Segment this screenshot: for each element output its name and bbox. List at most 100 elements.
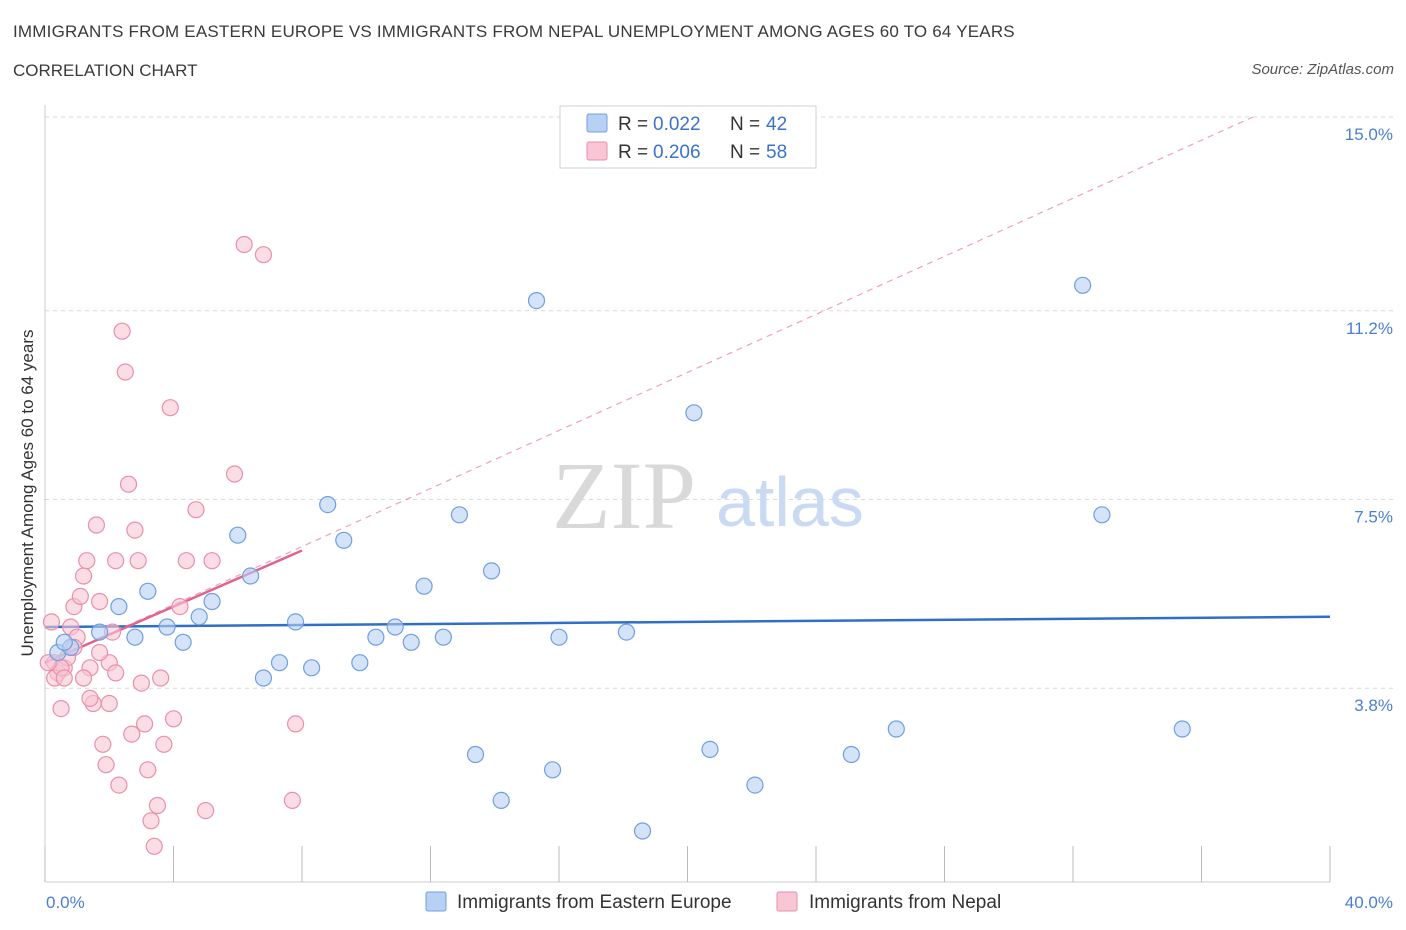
point-nepal-55 <box>107 664 125 682</box>
bottom-legend-swatch-nepal <box>776 891 798 912</box>
legend-n-value-1: 42 <box>766 114 787 135</box>
point-nepal-28 <box>132 674 150 692</box>
point-nepal-9 <box>71 587 89 606</box>
y-tick-label-0: 3.8% <box>1354 696 1393 715</box>
point-nepal-54 <box>100 694 118 713</box>
point-eastern-europe-27 <box>492 791 510 810</box>
legend-n-label-2: N = <box>730 142 760 163</box>
point-eastern-europe-6 <box>158 618 176 636</box>
point-nepal-52 <box>81 689 99 708</box>
point-nepal-33 <box>148 796 167 815</box>
y-tick-labels: 3.8% 7.5% 11.2% 15.0% <box>1345 125 1393 715</box>
point-eastern-europe-31 <box>617 623 636 641</box>
point-eastern-europe-32 <box>633 822 652 840</box>
data-points <box>39 235 1191 855</box>
point-nepal-22 <box>113 322 131 340</box>
stats-legend: R = 0.022 N = 42 R = 0.206 N = 58 <box>559 105 817 169</box>
legend-r-value-1: 0.022 <box>653 114 701 135</box>
point-eastern-europe-17 <box>335 531 353 549</box>
legend-swatch-eastern-europe <box>586 113 608 133</box>
point-eastern-europe-40 <box>1173 720 1191 738</box>
trend-lines <box>44 116 1331 664</box>
point-eastern-europe-4 <box>126 628 144 646</box>
point-nepal-51 <box>74 669 93 687</box>
point-nepal-45 <box>254 246 273 264</box>
legend-r-label-1: R = <box>618 114 648 135</box>
point-nepal-40 <box>187 501 205 519</box>
source-label: Source: ZipAtlas.com <box>1251 61 1394 78</box>
point-nepal-14 <box>87 516 106 534</box>
legend-r-label-2: R = <box>618 142 648 163</box>
point-nepal-37 <box>164 710 183 728</box>
point-eastern-europe-20 <box>386 618 404 636</box>
point-eastern-europe-30 <box>550 628 568 646</box>
grid-lines <box>45 116 1395 689</box>
point-nepal-47 <box>286 715 305 733</box>
trend-line-nepal-extended <box>44 116 1254 664</box>
point-eastern-europe-34 <box>701 740 719 759</box>
point-nepal-3 <box>52 699 70 718</box>
bottom-legend-label-nepal: Immigrants from Nepal <box>809 892 1001 913</box>
point-eastern-europe-38 <box>1074 276 1092 294</box>
point-nepal-39 <box>177 552 195 570</box>
point-eastern-europe-36 <box>842 745 860 764</box>
point-eastern-europe-22 <box>415 577 433 595</box>
point-nepal-34 <box>152 669 170 687</box>
point-eastern-europe-14 <box>286 613 305 631</box>
point-eastern-europe-10 <box>229 526 247 544</box>
point-nepal-35 <box>155 735 173 753</box>
legend-r-value-2: 0.206 <box>653 142 701 163</box>
axes <box>44 105 1331 883</box>
bottom-legend-swatch-eastern-europe <box>425 891 447 912</box>
point-eastern-europe-3 <box>110 597 128 616</box>
point-nepal-32 <box>145 837 163 855</box>
point-nepal-30 <box>139 761 157 779</box>
x-tick-label-min: 0.0% <box>46 893 85 912</box>
point-nepal-42 <box>203 552 221 570</box>
series-legend: Immigrants from Eastern Europe Immigrant… <box>425 891 1001 913</box>
point-eastern-europe-19 <box>367 628 385 646</box>
point-nepal-44 <box>235 235 253 254</box>
point-nepal-25 <box>123 725 141 743</box>
point-eastern-europe-16 <box>319 496 337 514</box>
legend-n-value-2: 58 <box>766 142 787 163</box>
chart-subtitle: CORRELATION CHART <box>13 61 198 80</box>
point-nepal-26 <box>126 521 144 539</box>
point-eastern-europe-2 <box>91 623 109 641</box>
point-eastern-europe-24 <box>450 506 469 524</box>
y-tick-label-3: 15.0% <box>1345 125 1393 144</box>
bottom-legend-label-eastern-europe: Immigrants from Eastern Europe <box>457 892 732 913</box>
x-tick-labels: 0.0% 40.0% <box>46 893 1393 912</box>
point-nepal-17 <box>97 756 115 774</box>
point-eastern-europe-11 <box>242 567 260 585</box>
point-nepal-20 <box>107 552 125 570</box>
point-eastern-europe-29 <box>543 761 562 779</box>
watermark: ZIP atlas <box>552 442 864 549</box>
point-eastern-europe-7 <box>174 633 192 651</box>
point-eastern-europe-33 <box>685 404 703 422</box>
point-eastern-europe-12 <box>254 669 273 687</box>
point-nepal-27 <box>129 552 147 570</box>
point-eastern-europe-26 <box>482 562 501 580</box>
point-eastern-europe-23 <box>434 628 452 646</box>
point-nepal-57 <box>55 669 73 687</box>
point-nepal-29 <box>135 715 154 733</box>
point-eastern-europe-9 <box>203 592 221 611</box>
point-eastern-europe-21 <box>402 633 420 651</box>
point-nepal-15 <box>91 592 109 611</box>
point-nepal-38 <box>171 597 189 616</box>
point-eastern-europe-18 <box>351 654 369 672</box>
chart-title: IMMIGRANTS FROM EASTERN EUROPE VS IMMIGR… <box>13 22 1015 41</box>
point-nepal-53 <box>91 643 109 662</box>
x-tick-label-max: 40.0% <box>1345 893 1393 912</box>
point-nepal-46 <box>283 791 301 810</box>
legend-swatch-nepal <box>586 141 608 161</box>
trend-line-eastern-europe <box>44 615 1331 629</box>
y-tick-label-2: 11.2% <box>1346 319 1393 338</box>
point-eastern-europe-13 <box>270 654 289 672</box>
point-nepal-21 <box>110 776 128 794</box>
point-eastern-europe-25 <box>466 745 485 764</box>
watermark-zip: ZIP <box>552 442 696 549</box>
watermark-atlas: atlas <box>716 463 864 541</box>
